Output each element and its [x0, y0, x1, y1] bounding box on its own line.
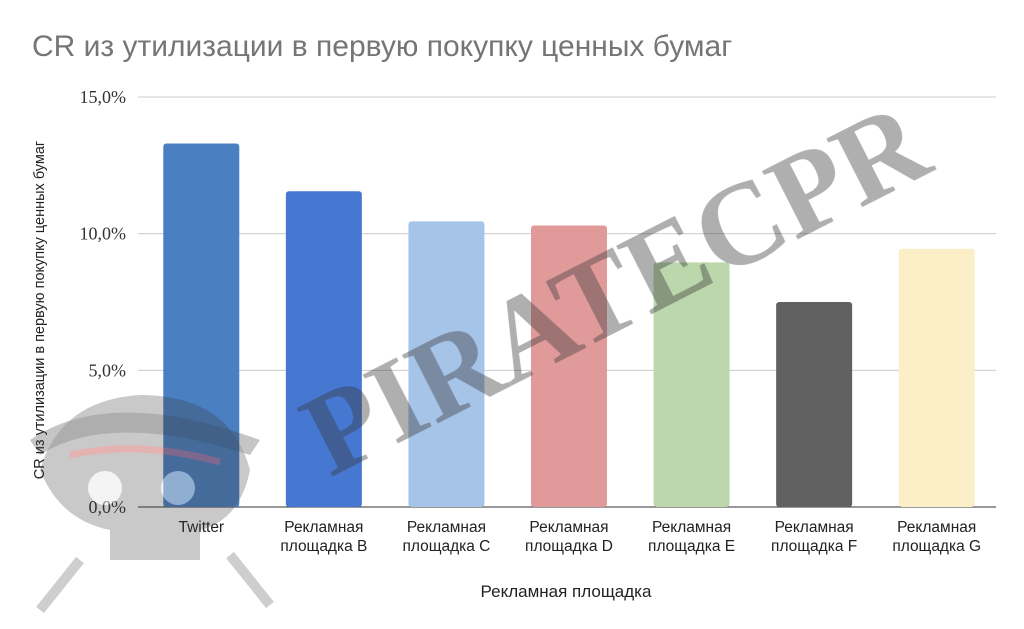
bar: [531, 225, 607, 507]
x-tick-label: площадка B: [280, 538, 367, 555]
x-tick-label: Рекламная: [897, 519, 976, 536]
bar: [408, 221, 485, 507]
bar: [653, 262, 730, 507]
x-tick-label: площадка G: [892, 538, 981, 555]
y-axis-title: CR из утилизации в первую покупку ценных…: [32, 141, 48, 479]
x-tick-label: Рекламная: [407, 519, 486, 536]
x-tick-label: Twitter: [178, 519, 224, 536]
x-tick-label: площадка E: [648, 538, 735, 555]
x-axis-categories: Twitter Рекламная площадка B Рекламная площа…: [178, 519, 981, 555]
y-tick-label: 0,0%: [89, 497, 127, 517]
bar: [163, 143, 240, 507]
y-tick-label: 15,0%: [80, 87, 127, 107]
x-tick-label: площадка C: [402, 538, 490, 555]
bar: [898, 248, 975, 507]
x-tick-label: Рекламная: [652, 519, 731, 536]
x-axis-title: Рекламная площадка: [481, 582, 652, 601]
pirate-skull-icon: [30, 395, 274, 614]
x-tick-label: площадка D: [525, 538, 613, 555]
y-tick-label: 10,0%: [80, 224, 127, 244]
x-tick-label: Рекламная: [775, 519, 854, 536]
bars: [163, 143, 975, 508]
chart-title: CR из утилизации в первую покупку ценных…: [32, 30, 732, 63]
y-tick-label: 5,0%: [89, 360, 127, 380]
x-tick-label: площадка F: [771, 538, 857, 555]
y-axis-ticks: 0,0% 5,0% 10,0% 15,0%: [80, 87, 127, 517]
x-tick-label: Рекламная: [529, 519, 608, 536]
x-tick-label: Рекламная: [284, 519, 363, 536]
bar: [776, 302, 853, 507]
bar: [285, 191, 362, 508]
